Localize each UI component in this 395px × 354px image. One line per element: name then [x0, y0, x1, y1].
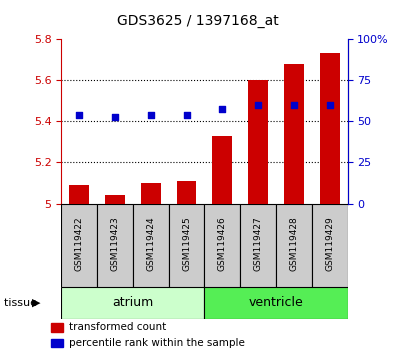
Bar: [61, 287, 205, 319]
Point: [112, 114, 118, 120]
Point: [255, 102, 261, 108]
Bar: [312, 204, 348, 287]
Bar: [141, 183, 160, 204]
Text: GDS3625 / 1397168_at: GDS3625 / 1397168_at: [117, 14, 278, 28]
Bar: [169, 204, 205, 287]
Bar: [240, 204, 276, 287]
Text: GSM119427: GSM119427: [254, 216, 263, 271]
Point: [183, 112, 190, 118]
Bar: [205, 204, 240, 287]
Bar: [133, 204, 169, 287]
Bar: [284, 64, 304, 204]
Point: [327, 102, 333, 108]
Bar: [248, 80, 268, 204]
Bar: [51, 339, 62, 347]
Text: ▶: ▶: [32, 298, 41, 308]
Text: transformed count: transformed count: [69, 322, 166, 332]
Text: ventricle: ventricle: [248, 296, 303, 309]
Text: tissue: tissue: [4, 298, 40, 308]
Text: percentile rank within the sample: percentile rank within the sample: [69, 338, 245, 348]
Bar: [276, 204, 312, 287]
Text: GSM119424: GSM119424: [146, 216, 155, 271]
Bar: [205, 287, 348, 319]
Bar: [105, 195, 125, 204]
Bar: [320, 53, 340, 204]
Bar: [177, 181, 196, 204]
Point: [76, 112, 82, 118]
Bar: [51, 323, 62, 331]
Bar: [97, 204, 133, 287]
Text: GSM119425: GSM119425: [182, 216, 191, 271]
Bar: [69, 185, 89, 204]
Text: GSM119426: GSM119426: [218, 216, 227, 271]
Text: atrium: atrium: [112, 296, 153, 309]
Point: [148, 112, 154, 118]
Text: GSM119423: GSM119423: [111, 216, 119, 271]
Point: [291, 102, 297, 108]
Bar: [213, 136, 232, 204]
Text: GSM119428: GSM119428: [290, 216, 298, 271]
Point: [219, 106, 226, 112]
Text: GSM119429: GSM119429: [325, 216, 334, 271]
Text: GSM119422: GSM119422: [75, 216, 84, 271]
Bar: [61, 204, 97, 287]
